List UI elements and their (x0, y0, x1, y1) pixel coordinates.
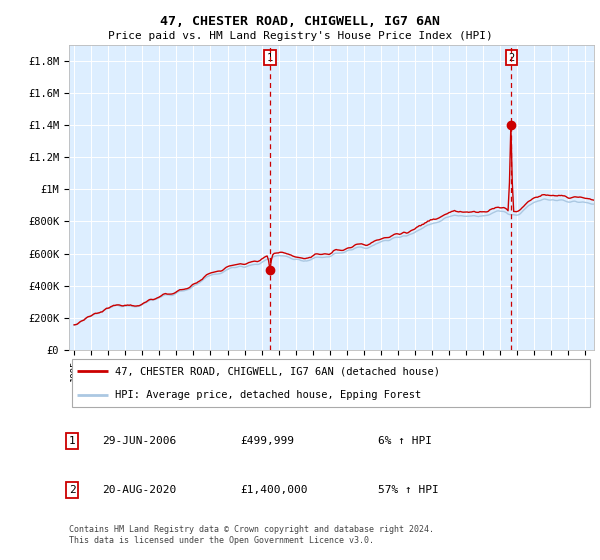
Text: HPI: Average price, detached house, Epping Forest: HPI: Average price, detached house, Eppi… (115, 390, 421, 400)
Text: 6% ↑ HPI: 6% ↑ HPI (378, 436, 432, 446)
Text: 47, CHESTER ROAD, CHIGWELL, IG7 6AN (detached house): 47, CHESTER ROAD, CHIGWELL, IG7 6AN (det… (115, 366, 440, 376)
Text: 2: 2 (68, 485, 76, 494)
Text: 29-JUN-2006: 29-JUN-2006 (102, 436, 176, 446)
Text: 20-AUG-2020: 20-AUG-2020 (102, 485, 176, 494)
Text: 2: 2 (508, 53, 514, 63)
FancyBboxPatch shape (71, 360, 590, 407)
Text: 1: 1 (267, 53, 273, 63)
Text: 1: 1 (68, 436, 76, 446)
Text: Price paid vs. HM Land Registry's House Price Index (HPI): Price paid vs. HM Land Registry's House … (107, 31, 493, 41)
Text: 57% ↑ HPI: 57% ↑ HPI (378, 485, 439, 494)
Text: £499,999: £499,999 (240, 436, 294, 446)
Text: 47, CHESTER ROAD, CHIGWELL, IG7 6AN: 47, CHESTER ROAD, CHIGWELL, IG7 6AN (160, 15, 440, 27)
Text: £1,400,000: £1,400,000 (240, 485, 308, 494)
Text: Contains HM Land Registry data © Crown copyright and database right 2024.
This d: Contains HM Land Registry data © Crown c… (69, 525, 434, 545)
